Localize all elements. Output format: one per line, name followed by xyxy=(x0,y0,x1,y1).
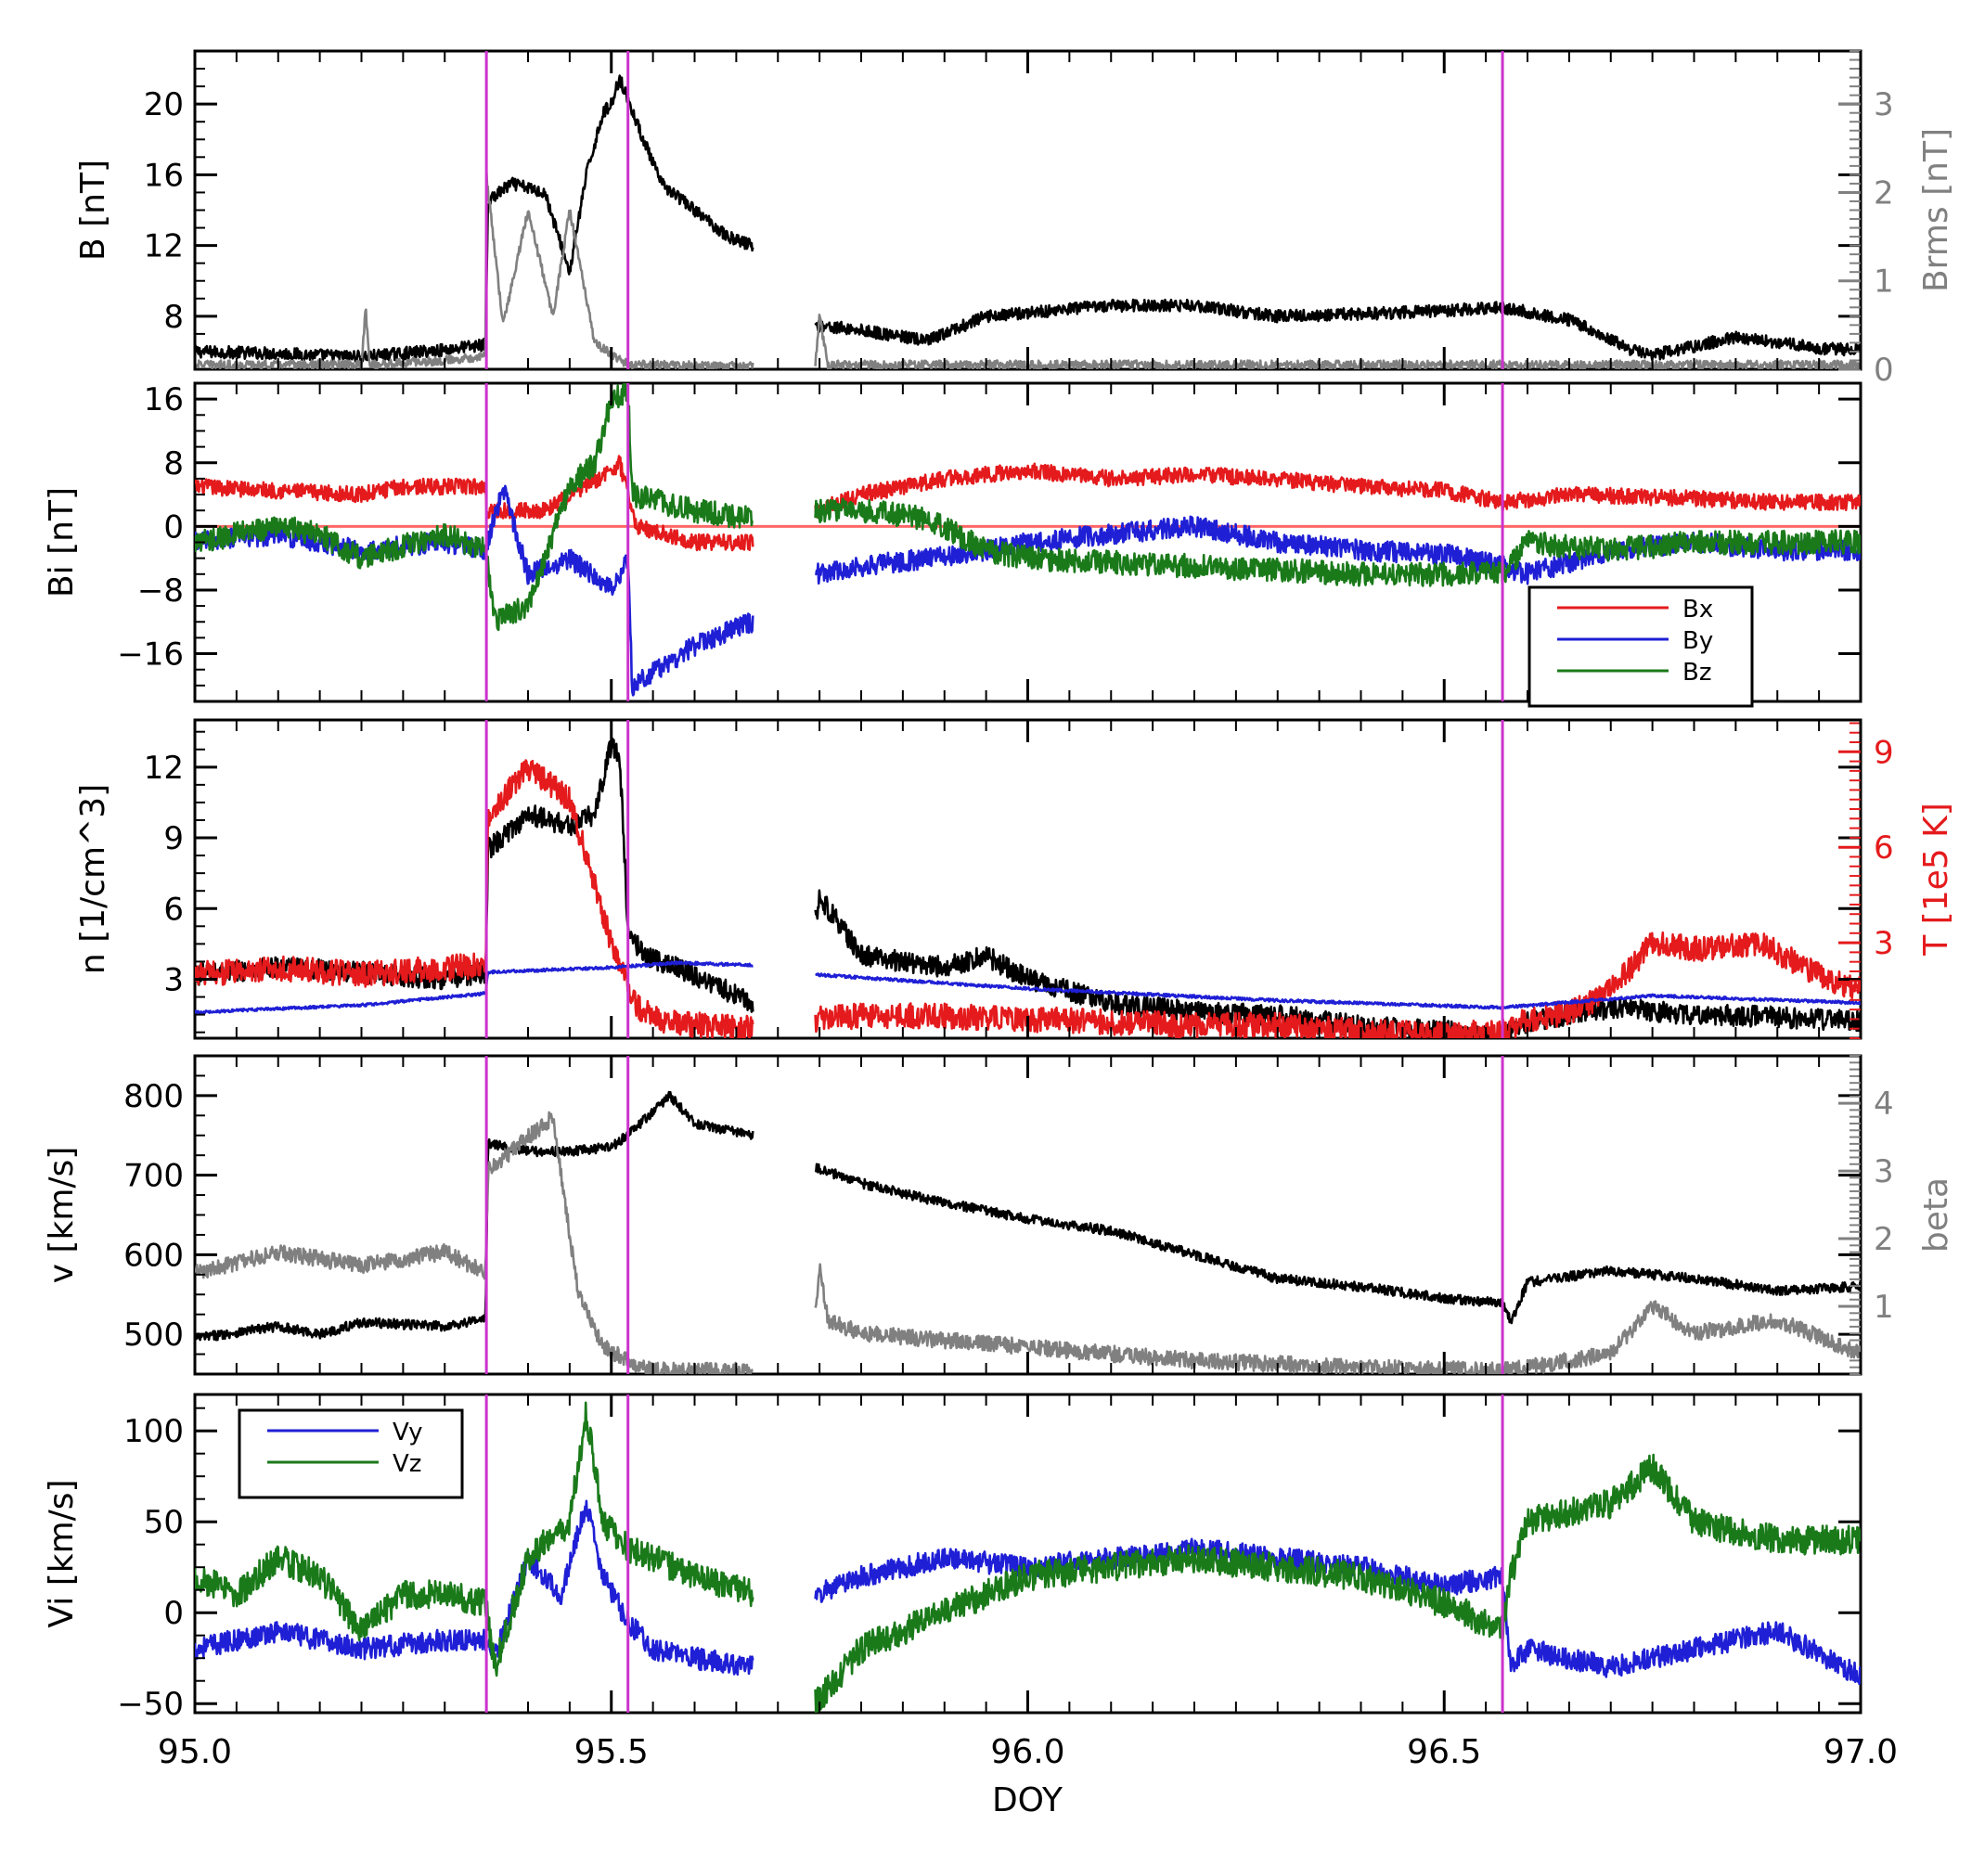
event-boundary-lines xyxy=(484,51,1504,1713)
panel-5-ytick-label-3: 50 xyxy=(144,1504,184,1541)
panel-4-right-ytick-label-1: 1 xyxy=(1874,1289,1894,1326)
series-traces xyxy=(195,74,1861,1713)
series-line-panel-1-2-segment-2 xyxy=(814,314,1861,369)
x-tick-label-3: 96.0 xyxy=(990,1733,1064,1771)
panel-1-right-ytick-label-2: 1 xyxy=(1874,263,1894,301)
series-line-panel-4-2-segment-2 xyxy=(814,1263,1861,1374)
series-line-panel-5-1-segment-1 xyxy=(195,1499,754,1677)
panel-4-right-ytick-label-4: 4 xyxy=(1874,1086,1894,1123)
panel-1-ytick-label-2: 12 xyxy=(144,228,184,265)
panel-2-ytick-label-1: −16 xyxy=(117,636,184,674)
legend-label-bz: Bz xyxy=(1682,659,1711,687)
panel-3-right-ytick-label-2: 6 xyxy=(1874,829,1894,867)
series-line-panel-1-2-segment-1 xyxy=(195,171,754,369)
panel-5-ytick-label-4: 100 xyxy=(123,1413,184,1450)
axis-ticks-and-labels: 81216200123−16−8081636912369500600700800… xyxy=(117,50,1898,1771)
panel-1-ytick-label-4: 20 xyxy=(144,86,184,123)
legend-box xyxy=(1527,585,1754,708)
panel-3-right-ytick-label-3: 9 xyxy=(1874,734,1894,771)
x-tick-label-2: 95.5 xyxy=(574,1733,649,1771)
panel-4-ylabel: v [km/s] xyxy=(43,1147,81,1284)
panel-4-right-ytick-label-3: 3 xyxy=(1874,1153,1894,1190)
panel-5-ytick-label-2: 0 xyxy=(163,1595,184,1632)
series-line-panel-3-3-segment-1 xyxy=(195,960,754,1015)
panel-1-right-ytick-label-4: 3 xyxy=(1874,86,1894,123)
legend-label-vz: Vz xyxy=(393,1450,421,1478)
legend-box xyxy=(238,1408,464,1499)
series-line-panel-4-2-segment-1 xyxy=(195,1111,754,1374)
panel-3-ylabel: n [1/cm^3] xyxy=(74,784,112,974)
panel-3-ytick-label-3: 9 xyxy=(163,820,184,857)
panel-1-ylabel: B [nT] xyxy=(74,160,112,261)
x-tick-label-4: 96.5 xyxy=(1407,1733,1481,1771)
legends: Bx By Bz Vy Vz xyxy=(238,585,1754,1499)
panel-2-ylabel: Bi [nT] xyxy=(43,487,81,597)
panel-3-ytick-label-1: 3 xyxy=(163,961,184,998)
legend-label-by: By xyxy=(1682,627,1713,655)
panel-4-ytick-label-2: 600 xyxy=(123,1237,184,1274)
panel-1-right-ytick-label-1: 0 xyxy=(1874,352,1894,389)
panel-5-ytick-label-1: −50 xyxy=(117,1686,184,1723)
series-line-panel-5-2-segment-1 xyxy=(195,1401,754,1677)
legend-label-vy: Vy xyxy=(393,1419,422,1446)
panel-5-ylabel: Vi [km/s] xyxy=(43,1479,81,1627)
series-line-panel-4-1-segment-1 xyxy=(195,1090,754,1342)
series-line-panel-2-1-segment-1 xyxy=(195,455,754,552)
panel-2-ytick-label-2: −8 xyxy=(137,572,184,610)
series-line-panel-1-1-segment-2 xyxy=(814,298,1861,362)
panel-1-ytick-label-1: 8 xyxy=(163,299,184,336)
panel-4-ytick-label-3: 700 xyxy=(123,1158,184,1195)
panel-3-right-ytick-label-1: 3 xyxy=(1874,925,1894,962)
panel-4-right-ylabel: beta xyxy=(1917,1177,1955,1253)
series-line-panel-1-1-segment-1 xyxy=(195,74,754,365)
x-tick-label-5: 97.0 xyxy=(1824,1733,1898,1771)
series-line-panel-4-1-segment-2 xyxy=(814,1163,1861,1325)
series-line-panel-2-3-segment-2 xyxy=(814,497,1861,587)
x-tick-label-1: 95.0 xyxy=(158,1733,232,1771)
series-line-panel-2-1-segment-2 xyxy=(814,462,1861,519)
panel-2-ytick-label-3: 0 xyxy=(163,508,184,546)
panel-4-ytick-label-1: 500 xyxy=(123,1317,184,1354)
series-line-panel-5-2-segment-2 xyxy=(814,1453,1861,1713)
panel-3-ytick-label-4: 12 xyxy=(144,750,184,787)
panel-2-ytick-label-5: 16 xyxy=(144,381,184,418)
panel-3-ytick-label-2: 6 xyxy=(163,891,184,928)
panel-4-right-ytick-label-2: 2 xyxy=(1874,1221,1894,1258)
panel-2-ytick-label-4: 8 xyxy=(163,445,184,482)
series-line-panel-3-2-segment-2 xyxy=(814,931,1861,1038)
panel-4-ytick-label-4: 800 xyxy=(123,1078,184,1115)
panel-3-right-ylabel: T [1e5 K] xyxy=(1917,803,1955,957)
panel-1-right-ylabel: Brms [nT] xyxy=(1917,128,1955,292)
panel-1-ytick-label-3: 16 xyxy=(144,157,184,194)
panel-1-right-ytick-label-3: 2 xyxy=(1874,174,1894,212)
series-line-panel-3-3-segment-2 xyxy=(815,972,1861,1010)
legend-label-bx: Bx xyxy=(1682,596,1713,623)
x-axis-title: DOY xyxy=(992,1781,1063,1819)
series-line-panel-3-2-segment-1 xyxy=(195,759,754,1038)
series-line-panel-2-3-segment-1 xyxy=(195,383,754,632)
